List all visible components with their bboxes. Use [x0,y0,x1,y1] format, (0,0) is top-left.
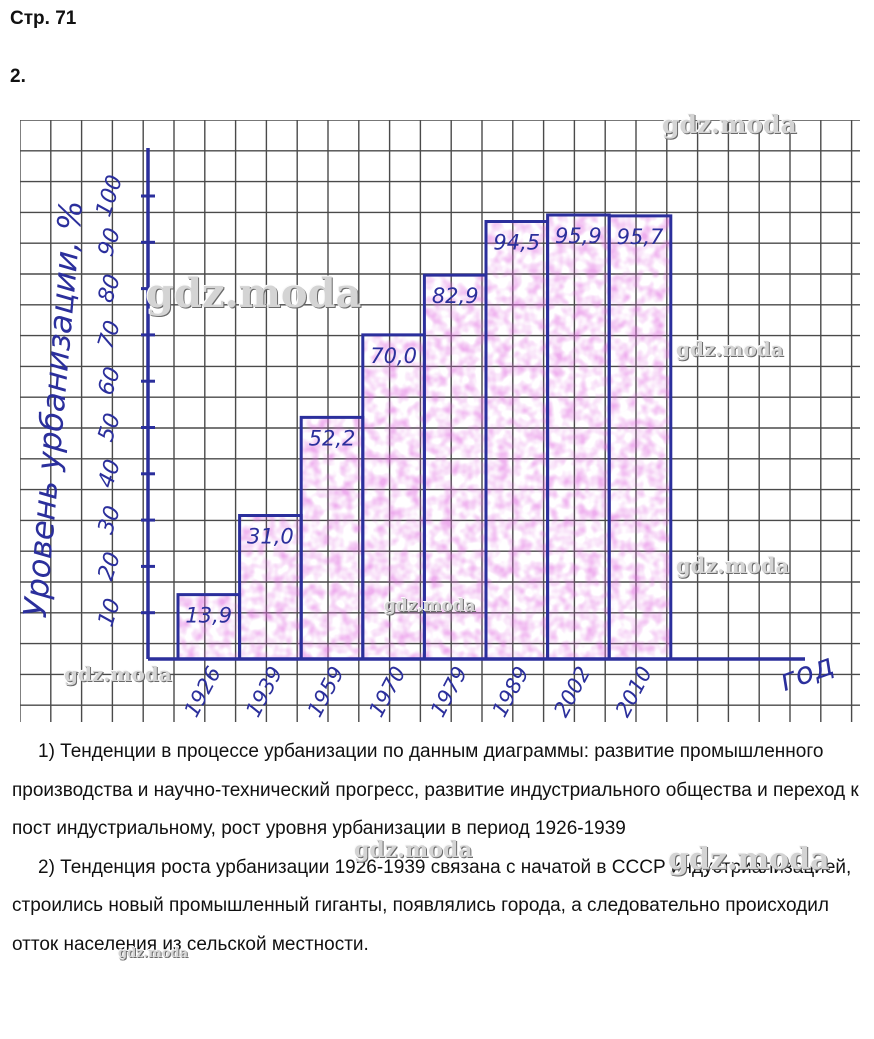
bar-value-label: 70,0 [370,344,417,368]
watermark: gdz.moda [354,837,473,863]
watermark: gdz.moda [676,337,784,361]
watermark: gdz.moda [668,842,830,877]
bar-fill [239,515,302,659]
page-label: Стр. 71 [10,8,77,29]
bar-value-label: 13,9 [185,604,232,628]
y-tick-label: 60 [94,364,126,398]
bar-value-label: 94,5 [493,230,540,254]
answers-text: 1) Тенденции в процессе урбанизации по д… [12,733,862,964]
y-tick-label: 40 [94,457,126,491]
bar-value-label: 95,9 [555,224,602,248]
x-tick-label: 1970 [364,662,410,720]
x-tick-label: 1926 [179,662,225,720]
answer-1: 1) Тенденции в процессе урбанизации по д… [12,741,859,839]
y-tick-label: 20 [94,549,126,583]
bars [176,213,673,659]
x-tick-label: 2002 [549,662,595,720]
bar-fill [178,594,240,659]
y-axis-label: Уровень урбанизации, % [20,199,90,620]
bar-value-label: 52,2 [309,426,356,450]
x-tick-label: 1989 [487,662,533,720]
watermark: gdz.moda [64,662,172,686]
y-tick-label: 50 [94,410,126,444]
answer-2: 2) Тенденция роста урбанизации 1926-1939… [12,856,852,955]
bar-fill [424,275,486,659]
y-tick-label: 30 [94,503,126,537]
bar-fill [486,221,548,659]
x-tick-label: 1959 [303,662,349,720]
x-tick-label: 1979 [426,662,472,720]
y-tick-label: 90 [94,225,126,259]
axes [141,148,805,661]
bar [607,214,673,659]
bar-value-label: 82,9 [432,284,479,308]
bar-value-label: 31,0 [247,524,294,548]
watermark: gdz.moda [662,110,797,139]
x-axis-label: год [775,647,839,699]
x-tick-label: 2010 [611,662,657,720]
task-number: 2. [10,66,26,87]
bar-fill [362,334,425,659]
urbanization-bar-chart: 13,9 1926 31,0 1939 52,2 1959 70,0 1970 82,9 1979… [20,120,860,722]
watermark: gdz.moda [676,553,790,578]
y-tick-label: 70 [94,318,126,352]
watermark: gdz.moda [146,270,362,317]
watermark: gdz.moda [384,596,476,616]
bar-fill [609,215,671,659]
bar-fill [547,214,610,659]
watermark: gdz.moda [118,946,189,961]
bar-value-label: 95,7 [617,225,664,249]
y-tick-label: 10 [94,596,126,630]
y-tick-label: 80 [94,271,126,305]
x-tick-label: 1939 [241,662,287,720]
bar-fill [301,417,363,659]
